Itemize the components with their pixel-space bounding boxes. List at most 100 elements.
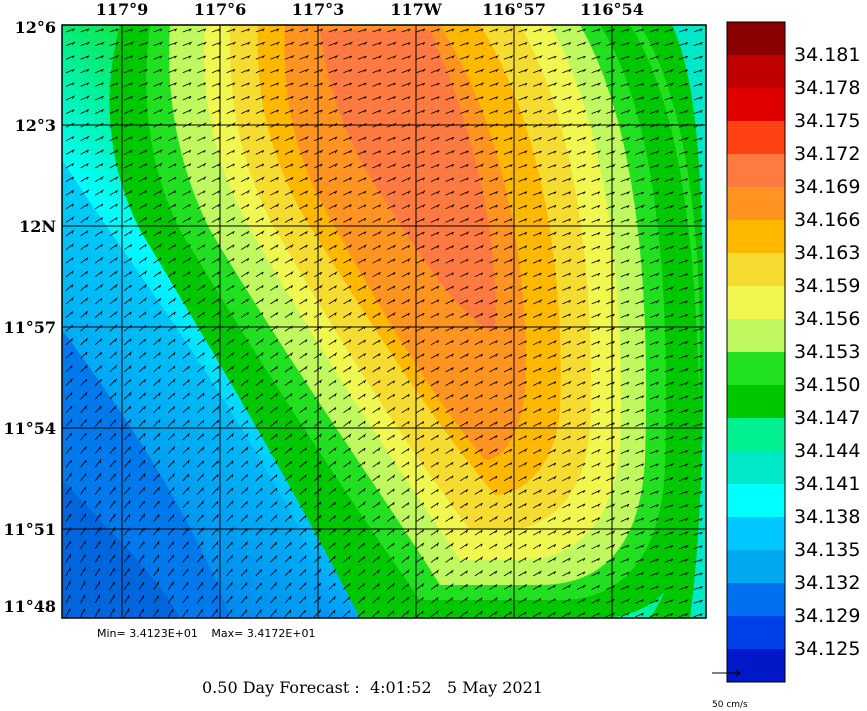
current-arrow-icon [182, 216, 192, 223]
current-arrow-icon [270, 392, 279, 400]
current-arrow-icon [489, 543, 498, 550]
current-arrow-icon [226, 541, 233, 550]
current-arrow-icon [343, 393, 352, 400]
current-arrow-icon [591, 381, 601, 386]
current-arrow-icon [533, 123, 542, 128]
current-arrow-icon [299, 149, 309, 155]
current-arrow-icon [357, 595, 366, 604]
current-arrow-icon [328, 123, 338, 128]
current-arrow-icon [693, 28, 703, 33]
current-arrow-icon [562, 353, 572, 359]
current-arrow-icon [547, 449, 557, 454]
current-arrow-icon [547, 42, 557, 46]
current-arrow-icon [80, 216, 90, 223]
current-arrow-icon [693, 558, 703, 563]
current-arrow-icon [138, 566, 145, 577]
current-arrow-icon [124, 338, 132, 346]
current-arrow-icon [95, 82, 104, 87]
current-arrow-icon [80, 566, 86, 577]
current-arrow-icon [518, 421, 527, 427]
current-arrow-icon [182, 149, 192, 155]
current-arrow-icon [474, 299, 484, 305]
current-arrow-icon [182, 527, 189, 536]
current-arrow-icon [211, 405, 220, 414]
current-arrow-icon [255, 568, 263, 577]
current-arrow-icon [416, 245, 425, 250]
current-arrow-icon [109, 419, 117, 427]
current-arrow-icon [635, 245, 646, 250]
current-arrow-icon [65, 486, 72, 495]
current-arrow-icon [576, 232, 586, 237]
current-arrow-icon [445, 597, 454, 604]
current-arrow-icon [138, 595, 145, 604]
current-arrow-icon [226, 325, 235, 332]
current-arrow-icon [387, 190, 396, 196]
current-arrow-icon [649, 354, 659, 359]
current-arrow-icon [635, 436, 645, 441]
current-arrow-icon [386, 542, 395, 550]
current-arrow-icon [357, 407, 366, 414]
current-arrow-icon [576, 82, 587, 87]
current-arrow-icon [182, 311, 191, 318]
current-arrow-icon [65, 566, 71, 577]
current-arrow-icon [562, 258, 572, 264]
current-arrow-icon [401, 285, 411, 291]
current-arrow-icon [372, 610, 380, 618]
colorbar-swatch [727, 88, 785, 121]
current-arrow-icon [430, 190, 441, 196]
current-arrow-icon [489, 42, 499, 46]
current-arrow-icon [591, 191, 601, 196]
current-arrow-icon [474, 136, 484, 142]
current-arrow-icon [95, 148, 105, 155]
current-arrow-icon [124, 607, 130, 617]
current-arrow-icon [460, 217, 470, 223]
current-arrow-icon [401, 514, 410, 522]
colorbar-swatch [727, 484, 785, 517]
forecast-date: 5 May 2021 [446, 678, 543, 697]
current-arrow-icon [270, 433, 278, 441]
current-arrow-icon [635, 490, 645, 495]
current-arrow-icon [328, 527, 337, 536]
current-arrow-icon [255, 312, 264, 318]
colorbar-label: 34.150 [794, 374, 860, 396]
current-arrow-icon [445, 42, 455, 46]
current-arrow-icon [635, 259, 645, 264]
current-arrow-icon [109, 607, 115, 617]
current-arrow-icon [343, 258, 352, 264]
current-arrow-icon [562, 137, 572, 142]
current-arrow-icon [503, 204, 513, 210]
current-arrow-icon [591, 68, 602, 74]
current-arrow-icon [211, 310, 221, 318]
current-arrow-icon [387, 272, 396, 278]
current-arrow-icon [270, 298, 279, 305]
current-arrow-icon [474, 597, 483, 604]
current-arrow-icon [357, 583, 365, 590]
current-arrow-icon [635, 231, 646, 237]
current-arrow-icon [576, 448, 587, 454]
current-arrow-icon [109, 256, 118, 264]
current-arrow-icon [357, 366, 366, 373]
current-arrow-icon [693, 178, 703, 182]
current-arrow-icon [664, 435, 675, 441]
current-arrow-icon [357, 501, 366, 509]
current-arrow-icon [649, 327, 659, 332]
current-arrow-icon [430, 55, 441, 60]
current-arrow-icon [460, 28, 470, 33]
current-arrow-icon [167, 568, 174, 577]
current-arrow-icon [255, 244, 264, 250]
current-arrow-icon [679, 435, 689, 441]
current-arrow-icon [313, 379, 323, 386]
current-arrow-icon [138, 487, 145, 495]
current-arrow-icon [416, 190, 426, 196]
current-arrow-icon [591, 326, 602, 332]
current-arrow-icon [299, 204, 308, 210]
current-arrow-icon [255, 446, 264, 454]
current-arrow-icon [124, 350, 132, 359]
current-arrow-icon [343, 271, 352, 278]
current-arrow-icon [138, 608, 144, 617]
current-arrow-icon [620, 163, 631, 169]
current-arrow-icon [401, 353, 410, 359]
current-arrow-icon [372, 82, 382, 87]
current-arrow-icon [387, 163, 397, 169]
current-arrow-icon [313, 514, 322, 522]
